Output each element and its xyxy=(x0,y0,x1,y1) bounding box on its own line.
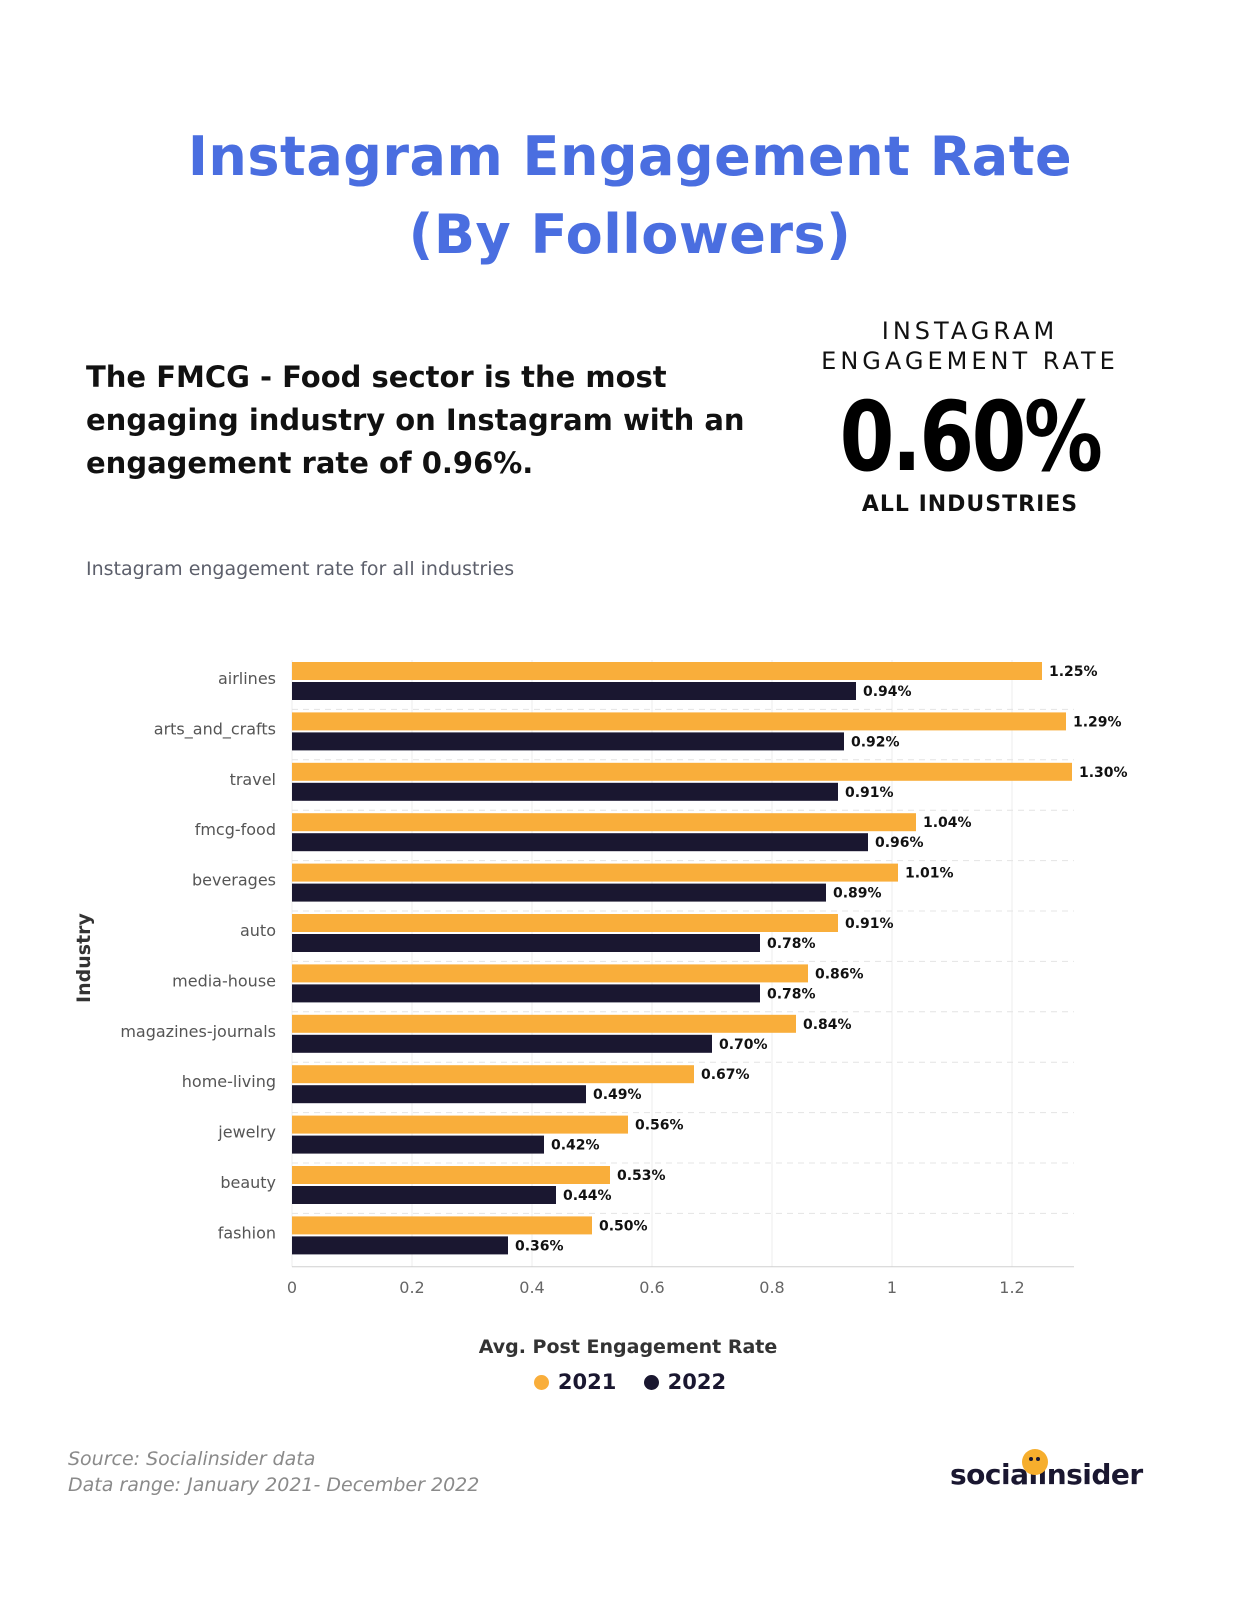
legend-dot-2022 xyxy=(643,1374,659,1390)
category-label: magazines-journals xyxy=(120,1022,276,1041)
x-tick-label: 0.2 xyxy=(399,1278,424,1297)
source-line: Source: Socialinsider data xyxy=(68,1448,316,1470)
chart-subtitle: Instagram engagement rate for all indust… xyxy=(86,558,515,580)
data-label-2021: 0.67% xyxy=(701,1067,750,1083)
data-label-2022: 0.70% xyxy=(719,1037,768,1053)
bar-chart: 0 0.2 0.4 0.6 0.8 1 1.2 airlines 1.25% 0.94% arts_… xyxy=(73,660,1128,1358)
x-tick-label: 0.8 xyxy=(759,1278,784,1297)
stat-label-line-1: INSTAGRAM xyxy=(881,317,1059,345)
bar-2021 xyxy=(292,914,838,932)
bar-2022 xyxy=(292,833,868,852)
data-label-2021: 0.86% xyxy=(815,966,864,982)
chart-legend: 2021 2022 xyxy=(0,1370,1260,1395)
x-tick-label: 1 xyxy=(887,1278,897,1297)
stat-label-line-2: ENGAGEMENT RATE xyxy=(821,347,1119,375)
bar-2022 xyxy=(292,883,826,902)
category-label: jewelry xyxy=(217,1123,276,1142)
data-label-2022: 0.78% xyxy=(767,986,816,1002)
headline: The FMCG - Food sector is the most engag… xyxy=(86,360,745,480)
bar-2021 xyxy=(292,863,898,882)
page-title-line-2: (By Followers) xyxy=(408,203,852,266)
x-tick-label: 0.6 xyxy=(639,1278,664,1297)
bar-2022 xyxy=(292,732,844,751)
category-label: fmcg-food xyxy=(195,820,276,839)
data-label-2021: 1.30% xyxy=(1079,765,1128,781)
legend-item-2022[interactable]: 2022 xyxy=(643,1370,727,1394)
bar-2022 xyxy=(292,682,856,700)
data-label-2021: 1.29% xyxy=(1073,714,1122,730)
category-label: arts_and_crafts xyxy=(154,719,276,739)
x-axis-title: Avg. Post Engagement Rate xyxy=(479,1336,778,1358)
data-label-2022: 0.94% xyxy=(863,684,912,700)
bar-2021 xyxy=(292,1065,694,1084)
logo-smiley-icon xyxy=(1022,1449,1048,1475)
bar-2021 xyxy=(292,813,916,832)
bar-2022 xyxy=(292,1034,712,1053)
y-axis-title: Industry xyxy=(73,912,95,1002)
data-label-2022: 0.42% xyxy=(551,1138,600,1154)
bar-2022 xyxy=(292,984,760,1003)
category-label: beverages xyxy=(192,871,276,890)
category-label: beauty xyxy=(220,1173,276,1192)
data-label-2021: 1.25% xyxy=(1049,664,1098,680)
bar-2021 xyxy=(292,1115,628,1134)
legend-label-2021: 2021 xyxy=(557,1370,617,1394)
data-label-2022: 0.49% xyxy=(593,1087,642,1103)
stat-sub: ALL INDUSTRIES xyxy=(861,492,1079,517)
bar-2021 xyxy=(292,1216,592,1235)
data-range-line: Data range: January 2021- December 2022 xyxy=(68,1474,480,1496)
data-label-2022: 0.96% xyxy=(875,835,924,851)
stat-value: 0.60% xyxy=(839,381,1103,493)
data-label-2022: 0.91% xyxy=(845,785,894,801)
bar-2021 xyxy=(292,964,808,983)
bar-2021 xyxy=(292,1166,610,1184)
data-label-2021: 0.84% xyxy=(803,1017,852,1033)
bar-2021 xyxy=(292,762,1072,781)
source-note: Source: Socialinsider data Data range: J… xyxy=(68,1446,479,1498)
stat-box: INSTAGRAM ENGAGEMENT RATE 0.60% ALL INDU… xyxy=(780,316,1160,517)
data-label-2022: 0.78% xyxy=(767,936,816,952)
data-label-2022: 0.36% xyxy=(515,1238,564,1254)
category-label: fashion xyxy=(218,1223,276,1242)
bar-2022 xyxy=(292,1236,508,1255)
data-label-2021: 0.56% xyxy=(635,1118,684,1134)
category-label: media-house xyxy=(172,971,276,990)
category-label: home-living xyxy=(182,1072,276,1091)
bar-2022 xyxy=(292,1135,544,1154)
category-label: airlines xyxy=(218,669,276,688)
bar-2022 xyxy=(292,782,838,801)
data-label-2021: 1.01% xyxy=(905,866,954,882)
data-label-2021: 0.50% xyxy=(599,1218,648,1234)
data-label-2021: 0.53% xyxy=(617,1168,666,1184)
category-label: auto xyxy=(240,921,276,940)
legend-label-2022: 2022 xyxy=(667,1370,727,1394)
legend-item-2021[interactable]: 2021 xyxy=(533,1370,617,1394)
data-label-2022: 0.44% xyxy=(563,1188,612,1204)
bar-2022 xyxy=(292,1085,586,1104)
data-label-2022: 0.89% xyxy=(833,886,882,902)
x-tick-label: 1.2 xyxy=(999,1278,1024,1297)
bar-2021 xyxy=(292,662,1042,680)
page-title: Instagram Engagement Rate (By Followers) xyxy=(0,118,1260,274)
bar-2021 xyxy=(292,1014,796,1033)
x-tick-label: 0 xyxy=(287,1278,297,1297)
page-title-line-1: Instagram Engagement Rate xyxy=(187,125,1073,188)
legend-dot-2021 xyxy=(533,1374,549,1390)
bar-2021 xyxy=(292,712,1066,731)
x-tick-label: 0.4 xyxy=(519,1278,544,1297)
bar-2022 xyxy=(292,1186,556,1204)
bar-2022 xyxy=(292,934,760,952)
data-label-2022: 0.92% xyxy=(851,734,900,750)
category-label: travel xyxy=(230,770,276,789)
data-label-2021: 0.91% xyxy=(845,916,894,932)
data-label-2021: 1.04% xyxy=(923,815,972,831)
